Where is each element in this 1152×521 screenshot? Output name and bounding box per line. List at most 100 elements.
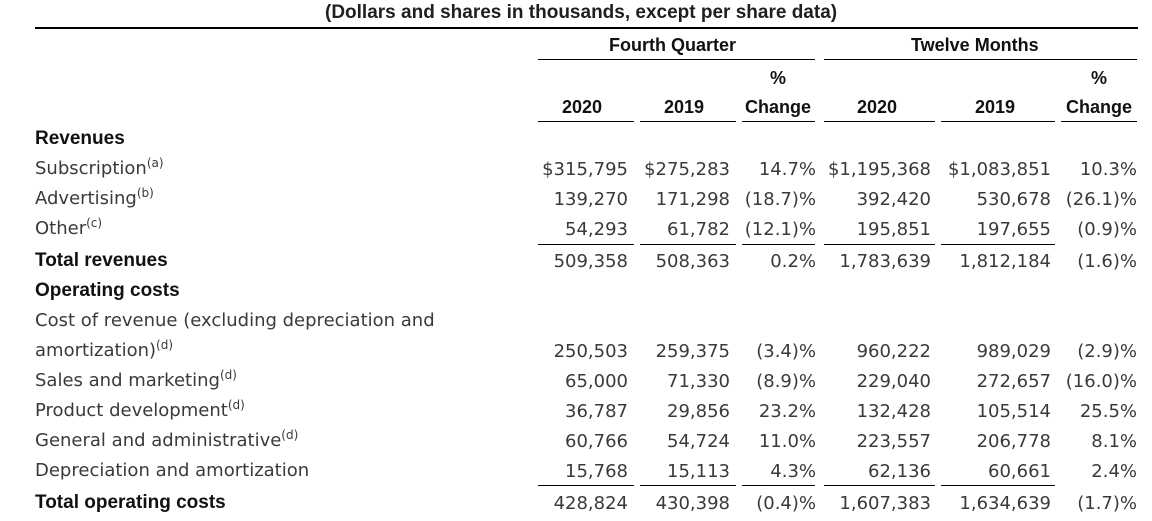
subtotal-rule bbox=[941, 244, 1055, 245]
cell-qchange: 14.7% bbox=[758, 159, 816, 180]
row-label: Revenues bbox=[35, 128, 125, 150]
row-label-text: Sales and marketing bbox=[35, 370, 220, 391]
subtotal-rule bbox=[824, 485, 935, 486]
cell-q2020: $315,795 bbox=[542, 159, 628, 180]
cell-tchange: (1.7)% bbox=[1077, 493, 1137, 514]
col-underline bbox=[824, 121, 935, 122]
cell-q2019: 15,113 bbox=[667, 461, 730, 482]
row-label: Cost of revenue (excluding depreciation … bbox=[35, 310, 435, 331]
row-label-text: Depreciation and amortization bbox=[35, 460, 310, 481]
header-q-change: Change bbox=[745, 97, 812, 117]
cell-tchange: (16.0)% bbox=[1065, 371, 1137, 392]
row-label: Other(c) bbox=[35, 217, 102, 239]
footnote-marker: (d) bbox=[219, 368, 237, 382]
cell-t2019: 105,514 bbox=[976, 401, 1051, 422]
cell-q2019: 430,398 bbox=[655, 493, 730, 514]
cell-q2020: 15,768 bbox=[565, 461, 628, 482]
row-label-text: Subscription bbox=[35, 158, 147, 179]
subtotal-rule bbox=[742, 485, 815, 486]
col-underline bbox=[1061, 121, 1137, 122]
cell-t2020: 132,428 bbox=[856, 401, 931, 422]
header-pct-twelve: % bbox=[1091, 68, 1108, 88]
cell-qchange: (18.7)% bbox=[744, 189, 816, 210]
row-label: Depreciation and amortization bbox=[35, 460, 309, 481]
cell-t2019: 1,812,184 bbox=[959, 251, 1051, 272]
row-label-text: Other bbox=[35, 218, 87, 239]
row-label: Total operating costs bbox=[35, 492, 226, 514]
cell-q2020: 139,270 bbox=[553, 189, 628, 210]
header-twelve-months: Twelve Months bbox=[911, 35, 1039, 55]
header-q-2019: 2019 bbox=[664, 97, 705, 117]
row-label: Total revenues bbox=[35, 250, 168, 272]
cell-qchange: (0.4)% bbox=[756, 493, 816, 514]
subtotal-rule bbox=[538, 244, 634, 245]
cell-q2020: 509,358 bbox=[553, 251, 628, 272]
subtotal-rule bbox=[640, 485, 736, 486]
cell-q2020: 54,293 bbox=[565, 219, 628, 240]
row-label-text: amortization) bbox=[35, 340, 157, 361]
row-label-text: Total revenues bbox=[35, 250, 168, 271]
row-label: amortization)(d) bbox=[35, 338, 174, 361]
cell-t2020: 62,136 bbox=[868, 461, 931, 482]
footnote-marker: (d) bbox=[156, 338, 174, 352]
row-label-text: Cost of revenue (excluding depreciation … bbox=[35, 310, 435, 331]
cell-tchange: (1.6)% bbox=[1077, 251, 1137, 272]
subtotal-rule bbox=[941, 485, 1055, 486]
header-pct-quarter: % bbox=[770, 68, 787, 88]
cell-q2020: 36,787 bbox=[565, 401, 628, 422]
cell-t2019: 206,778 bbox=[976, 431, 1051, 452]
row-label: Advertising(b) bbox=[35, 187, 154, 209]
cell-tchange: (2.9)% bbox=[1077, 341, 1137, 362]
cell-t2020: 1,783,639 bbox=[839, 251, 931, 272]
header-t-change: Change bbox=[1066, 97, 1133, 117]
cell-qchange: (12.1)% bbox=[744, 219, 816, 240]
cell-tchange: 2.4% bbox=[1091, 461, 1137, 482]
cell-q2019: 61,782 bbox=[667, 219, 730, 240]
row-label-text: Total operating costs bbox=[35, 492, 226, 513]
cell-q2019: 71,330 bbox=[667, 371, 730, 392]
cell-t2019: 530,678 bbox=[976, 189, 1051, 210]
footnote-marker: (d) bbox=[227, 398, 245, 412]
cell-q2020: 65,000 bbox=[565, 371, 628, 392]
subtotal-rule bbox=[742, 244, 815, 245]
cell-qchange: (8.9)% bbox=[756, 371, 816, 392]
header-q-2020: 2020 bbox=[562, 97, 603, 117]
row-label: Subscription(a) bbox=[35, 157, 164, 179]
cell-t2019: $1,083,851 bbox=[947, 159, 1051, 180]
header-t-2020: 2020 bbox=[857, 97, 898, 117]
cell-q2020: 60,766 bbox=[565, 431, 628, 452]
row-label-text: Revenues bbox=[35, 128, 125, 149]
row-label: Operating costs bbox=[35, 280, 180, 302]
cell-qchange: (3.4)% bbox=[756, 341, 816, 362]
header-fourth-quarter: Fourth Quarter bbox=[609, 35, 737, 55]
cell-t2019: 989,029 bbox=[976, 341, 1051, 362]
cell-t2019: 1,634,639 bbox=[959, 493, 1051, 514]
group-underline-quarter bbox=[538, 59, 815, 60]
cell-q2019: 29,856 bbox=[667, 401, 730, 422]
footnote-marker: (d) bbox=[281, 428, 299, 442]
cell-q2019: 259,375 bbox=[655, 341, 730, 362]
cell-q2020: 250,503 bbox=[553, 341, 628, 362]
row-label: General and administrative(d) bbox=[35, 428, 299, 451]
cell-q2020: 428,824 bbox=[553, 493, 628, 514]
cell-qchange: 23.2% bbox=[758, 401, 816, 422]
col-underline bbox=[640, 121, 736, 122]
cell-tchange: 25.5% bbox=[1079, 401, 1137, 422]
cell-qchange: 0.2% bbox=[770, 251, 816, 272]
cell-t2020: 1,607,383 bbox=[839, 493, 931, 514]
cell-q2019: 171,298 bbox=[655, 189, 730, 210]
subtotal-rule bbox=[640, 244, 736, 245]
cell-tchange: 10.3% bbox=[1079, 159, 1137, 180]
cell-t2020: 960,222 bbox=[856, 341, 931, 362]
row-label-text: General and administrative bbox=[35, 430, 282, 451]
subtotal-rule bbox=[538, 485, 634, 486]
cell-tchange: 8.1% bbox=[1091, 431, 1137, 452]
cell-t2019: 272,657 bbox=[976, 371, 1051, 392]
cell-t2020: 223,557 bbox=[856, 431, 931, 452]
cell-t2019: 197,655 bbox=[976, 219, 1051, 240]
subtotal-rule bbox=[824, 244, 935, 245]
cell-t2019: 60,661 bbox=[988, 461, 1051, 482]
col-underline bbox=[742, 121, 815, 122]
top-rule bbox=[35, 27, 1138, 29]
col-underline bbox=[941, 121, 1055, 122]
